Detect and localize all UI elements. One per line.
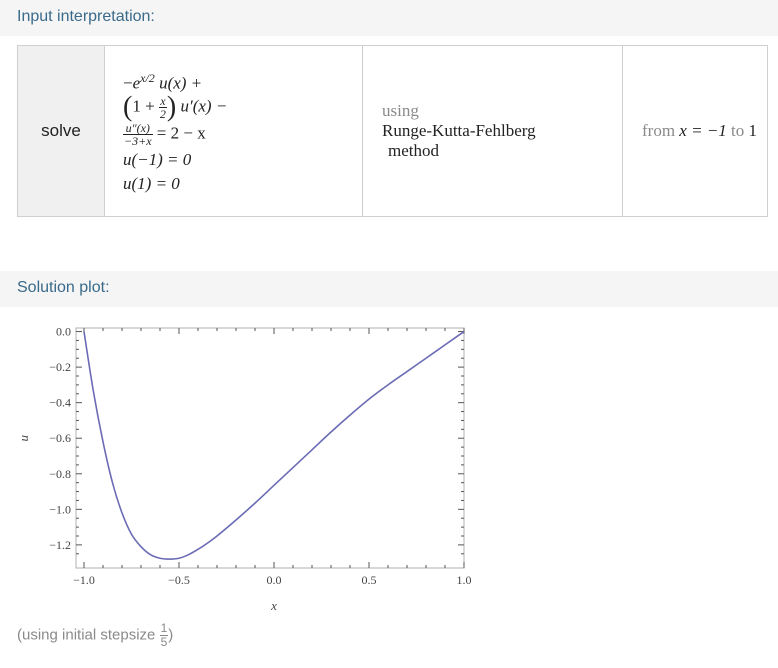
x-tick-label: 1.0 [457,573,472,587]
y-tick-label: −0.6 [49,431,71,445]
x-tick-label: −1.0 [73,573,95,587]
minus-sign: − [123,73,133,93]
equation-rhs: = 2 − x [156,123,206,143]
boundary-condition-2: u(1) = 0 [123,173,180,193]
plot-frame [75,327,465,569]
range-cell: from x = −1 to 1 [622,45,768,217]
boundary-condition-1: u(−1) = 0 [123,149,192,169]
method-name: Runge-Kutta-Fehlberg [382,121,536,140]
x-tick-label: −0.5 [168,573,190,587]
second-derivative-fraction: u″(x) −3+x [123,120,153,148]
equation-term-1: −ex/2 u(x) + [123,67,362,95]
range-from: from [642,121,676,140]
x-tick-label: 0.0 [267,573,282,587]
method-cell: using Runge-Kutta-Fehlberg method [362,45,623,217]
x-tick-label: 0.5 [362,573,377,587]
y-tick-label: 0.0 [56,325,71,339]
exp-base: e [132,73,141,93]
range-to: to [731,121,745,140]
solve-command: solve [17,45,105,217]
term2-one: 1 + [132,96,155,116]
right-paren: ) [166,91,177,123]
x-axis-label: x [270,598,277,613]
footnote-prefix: (using initial stepsize [17,626,156,644]
term1-function: u(x) + [159,73,203,93]
series-line-u [83,330,465,560]
y-axis-label: u [16,434,31,441]
range-end: 1 [748,121,758,140]
range-start: x = −1 [679,121,727,140]
stepsize-footnote: (using initial stepsize 1 5) [17,622,173,649]
solution-plot: −1.0 −0.5 0.0 0.5 1.0 0.0 −0.2 −0.4 −0.6 −0.8 −1.0… [16,325,472,613]
left-paren: ( [123,91,133,123]
footnote-suffix: ) [168,626,174,644]
input-interpretation-table: solve −ex/2 u(x) + (1 + x 2) u′(x) − u″(x… [17,45,768,217]
term2-function: u′(x) − [180,96,228,116]
equation-cell: −ex/2 u(x) + (1 + x 2) u′(x) − u″(x) −3+x … [104,45,363,217]
method-prefix: using [382,101,419,120]
y-tick-label: −1.2 [49,538,71,552]
equation-term-3: u″(x) −3+x = 2 − x [123,122,362,147]
equation-term-2: (1 + x 2) u′(x) − [123,93,362,121]
y-tick-label: −0.8 [49,467,71,481]
exp-power: x/2 [140,71,155,86]
method-suffix: method [388,141,439,160]
y-tick-label: −0.4 [49,396,71,410]
input-interpretation-header: Input interpretation: [0,0,778,36]
solution-plot-header: Solution plot: [0,271,778,307]
y-tick-label: −1.0 [49,502,71,516]
y-tick-label: −0.2 [49,360,71,374]
